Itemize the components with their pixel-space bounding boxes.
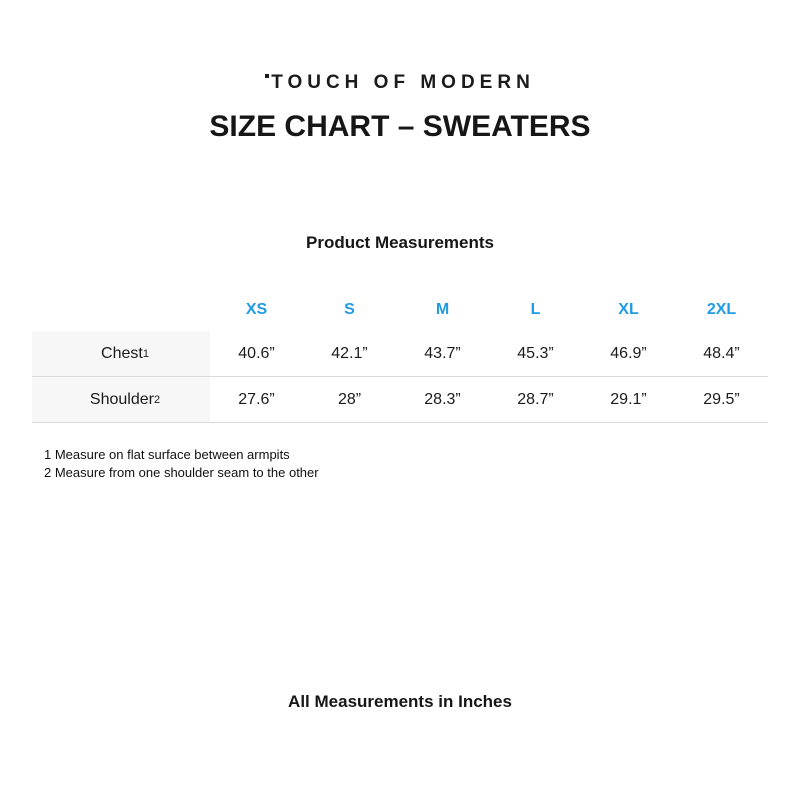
brand-logo-text: TOUCH OF MODERN [271, 72, 535, 93]
size-header-xs: XS [245, 301, 268, 318]
chest-value-l: 45.3” [489, 331, 582, 377]
shoulder-value-2xl: 29.5” [675, 377, 768, 423]
table-subtitle: Product Measurements [306, 233, 494, 252]
size-header-s: S [344, 301, 355, 318]
row-label-shoulder-text: Shoulder [89, 390, 154, 408]
shoulder-value-l: 28.7” [489, 377, 582, 423]
row-label-chest-text: Chest [101, 344, 143, 362]
footnote-1: 1 Measure on flat surface between armpit… [44, 447, 290, 462]
page-title: SIZE CHART – SWEATERS [209, 110, 591, 143]
size-header-spacer [32, 289, 210, 331]
size-header-m: M [435, 301, 450, 318]
row-label-chest: Chest 1 [32, 331, 210, 377]
logo-tick-icon [265, 74, 270, 78]
size-header-2xl: 2XL [706, 301, 737, 318]
chest-value-xl: 46.9” [582, 331, 675, 377]
brand-logo: TOUCH OF MODERN [0, 72, 800, 94]
shoulder-value-m: 28.3” [396, 377, 489, 423]
size-header-l: L [530, 301, 541, 318]
shoulder-value-xl: 29.1” [582, 377, 675, 423]
chest-value-m: 43.7” [396, 331, 489, 377]
size-table: XS S M L XL 2XL Chest 1 40.6” 42.1” 43.7”… [32, 289, 768, 423]
chest-value-s: 42.1” [303, 331, 396, 377]
chest-value-2xl: 48.4” [675, 331, 768, 377]
size-header-xl: XL [618, 301, 639, 318]
footnote-2: 2 Measure from one shoulder seam to the … [44, 465, 319, 480]
units-note: All Measurements in Inches [288, 692, 512, 711]
row-label-shoulder: Shoulder 2 [32, 377, 210, 423]
shoulder-value-xs: 27.6” [210, 377, 303, 423]
footnotes: 1 Measure on flat surface between armpit… [44, 446, 319, 482]
shoulder-value-s: 28” [303, 377, 396, 423]
chest-value-xs: 40.6” [210, 331, 303, 377]
